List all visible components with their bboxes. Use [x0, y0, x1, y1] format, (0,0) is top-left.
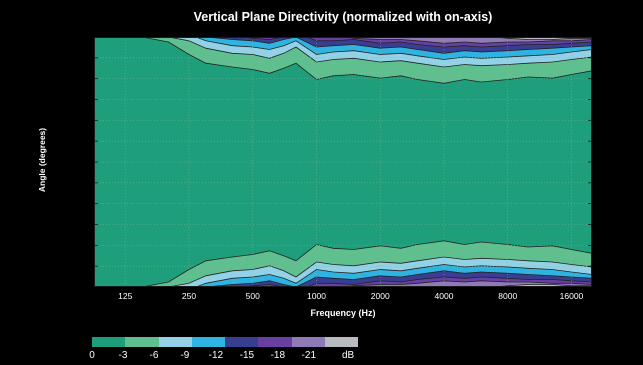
plot-border [94, 37, 592, 287]
legend-label-minus12: -12 [208, 350, 224, 361]
legend-label-minus15: -15 [239, 350, 255, 361]
legend-label-minus6: -6 [149, 350, 159, 361]
legend-swatch-minus9 [191, 337, 226, 347]
x-tick-label-8000: 8000 [498, 291, 518, 301]
x-tick-label-1000: 1000 [307, 291, 326, 301]
directivity-plot [94, 37, 592, 287]
contour-band-minus18-top [94, 37, 592, 44]
legend-swatch-minus3 [125, 337, 159, 347]
x-tick-label-250: 250 [181, 291, 197, 301]
chart-title: Vertical Plane Directivity (normalized w… [193, 10, 493, 24]
legend-swatch-minus12 [225, 337, 259, 347]
x-tick-label-125: 125 [118, 291, 133, 301]
legend-label-minus18: -18 [270, 350, 286, 361]
x-axis-title: Frequency (Hz) [310, 308, 376, 318]
x-tick-label-500: 500 [245, 291, 260, 301]
legend-swatch-minus6 [158, 337, 192, 347]
y-axis-title: Angle (degrees) [37, 127, 47, 193]
x-tick-label-4000: 4000 [434, 291, 454, 301]
legend-label-0: 0 [89, 350, 95, 361]
legend-swatch-minus18 [291, 337, 326, 347]
contour-plot-svg [94, 37, 592, 287]
legend-unit: dB [342, 350, 355, 361]
legend-label-minus3: -3 [118, 350, 128, 361]
legend-swatch-minus15 [258, 337, 292, 347]
contour-band-minus18-bottom [94, 280, 592, 287]
legend-swatch-0 [92, 337, 126, 347]
x-tick-label-2000: 2000 [370, 291, 390, 301]
legend-label-minus21: -21 [301, 350, 317, 361]
legend-swatch-minus21 [325, 337, 359, 347]
x-tick-label-16000: 16000 [559, 291, 584, 301]
legend-color-bar [92, 337, 359, 347]
legend-label-minus9: -9 [180, 350, 190, 361]
